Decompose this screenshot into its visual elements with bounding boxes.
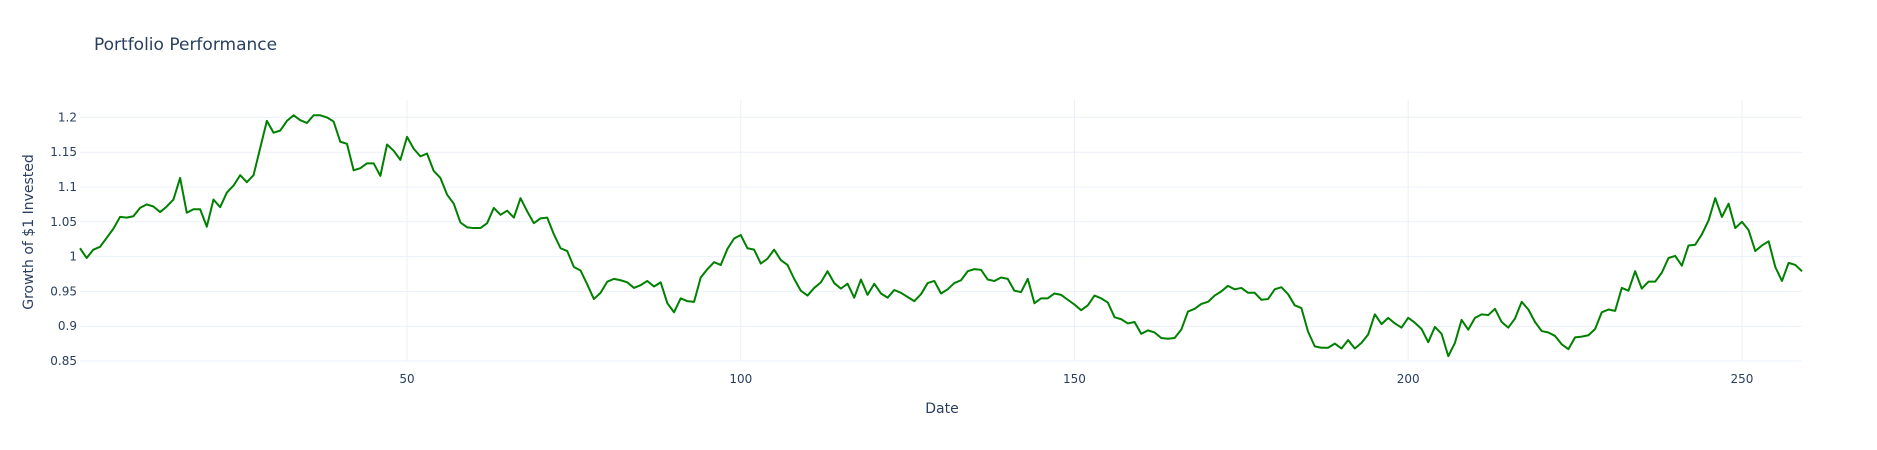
x-tick-label: 150 <box>1063 372 1086 386</box>
y-tick-label: 0.85 <box>50 354 77 368</box>
y-tick-label: 0.95 <box>50 284 77 298</box>
x-tick-label: 250 <box>1730 372 1753 386</box>
y-tick-label: 0.9 <box>58 319 77 333</box>
grid <box>80 100 1802 362</box>
y-tick-label: 1.05 <box>50 215 77 229</box>
tick-labels: 50 100 150 200 250 0.85 0.9 0.95 1 1.05 1.1 1.15 1.2 <box>50 110 1753 386</box>
x-axis-title: Date <box>925 401 958 417</box>
y-tick-label: 1.1 <box>58 180 77 194</box>
x-tick-label: 100 <box>729 372 752 386</box>
y-tick-label: 1.2 <box>58 110 77 124</box>
y-tick-label: 1 <box>69 250 77 264</box>
y-tick-label: 1.15 <box>50 145 77 159</box>
x-tick-label: 50 <box>399 372 414 386</box>
plot-area <box>79 114 1803 358</box>
chart-title: Portfolio Performance <box>94 35 277 55</box>
x-tick-label: 200 <box>1397 372 1420 386</box>
series-line <box>79 114 1803 358</box>
y-axis-title: Growth of $1 Invested <box>21 154 37 310</box>
